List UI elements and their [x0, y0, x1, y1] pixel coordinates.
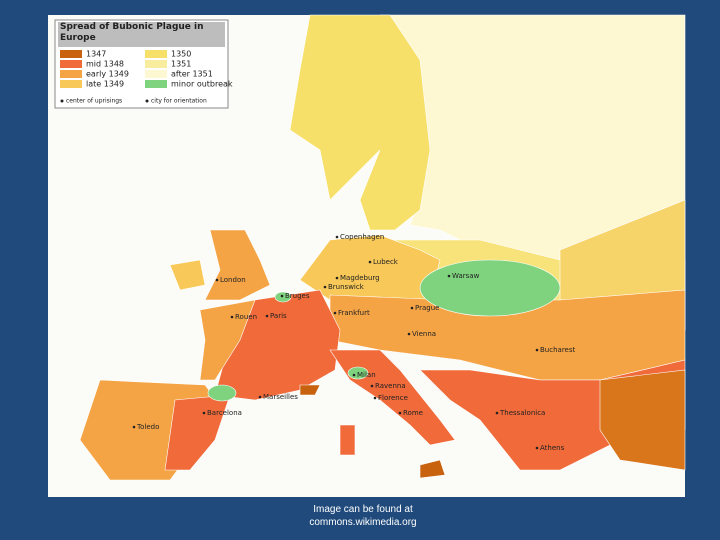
legend-label: after 1351	[171, 70, 213, 79]
anatolia	[599, 369, 686, 471]
city-label: Prague	[415, 304, 439, 312]
legend-swatch	[145, 50, 167, 58]
legend-label: 1347	[86, 50, 106, 59]
britain	[204, 229, 271, 301]
marseilles-area	[299, 384, 321, 396]
city-marker	[230, 315, 234, 319]
minor-outbreak-bruges	[274, 291, 292, 303]
city-marker	[335, 235, 339, 239]
city-marker	[398, 411, 402, 415]
city-marker	[215, 278, 219, 282]
legend: Spread of Bubonic Plague in Europe	[54, 19, 229, 109]
land	[79, 14, 686, 481]
city-label: Thessalonica	[499, 409, 545, 417]
legend-swatch	[145, 80, 167, 88]
legend-label: early 1349	[86, 70, 129, 79]
legend-swatch	[60, 60, 82, 68]
city-label: Athens	[540, 444, 565, 452]
caption: Image can be found at commons.wikimedia.…	[200, 503, 526, 529]
city-marker	[410, 306, 414, 310]
ireland	[169, 259, 206, 291]
legend-swatch	[60, 80, 82, 88]
city-marker	[535, 446, 539, 450]
legend-swatch	[145, 70, 167, 78]
legend-label: 1351	[171, 60, 191, 69]
city-label: Bucharest	[540, 346, 575, 354]
city-marker	[323, 285, 327, 289]
city-label: Ravenna	[375, 382, 406, 390]
city-label: Milan	[357, 371, 376, 379]
city-marker	[280, 294, 284, 298]
sicily	[419, 459, 446, 479]
legend-label: minor outbreak	[171, 80, 233, 89]
sardinia	[339, 424, 356, 456]
legend-swatch	[145, 60, 167, 68]
legend-label: mid 1348	[86, 60, 124, 69]
city-marker	[258, 395, 262, 399]
legend-label: 1350	[171, 50, 191, 59]
city-label: Barcelona	[207, 409, 242, 417]
city-marker	[373, 396, 377, 400]
city-label: Bruges	[285, 292, 310, 300]
city-label: Frankfurt	[338, 309, 370, 317]
city-label: Lubeck	[373, 258, 399, 266]
city-marker	[407, 332, 411, 336]
city-label: London	[220, 276, 246, 284]
legend-title: Spread of Bubonic Plague in Europe	[60, 22, 204, 43]
legend-label: late 1349	[86, 80, 124, 89]
city-label: Rouen	[235, 313, 257, 321]
city-marker	[447, 274, 451, 278]
city-marker	[352, 373, 356, 377]
city-label: Marseilles	[263, 393, 298, 401]
city-marker	[495, 411, 499, 415]
city-marker	[535, 348, 539, 352]
minor-outbreak-milan	[347, 366, 369, 380]
legend-note: center of uprisings	[66, 98, 122, 105]
legend-note-marker	[145, 99, 149, 103]
legend-swatch	[60, 70, 82, 78]
city-marker	[265, 314, 269, 318]
city-label: Magdeburg	[340, 274, 380, 282]
legend-title-bg	[58, 22, 225, 47]
city-marker	[335, 276, 339, 280]
city-label: Paris	[270, 312, 287, 320]
city-label: Florence	[378, 394, 408, 402]
legend-note-marker	[60, 99, 64, 103]
city-marker	[333, 311, 337, 315]
minor-outbreak-pyrenees	[207, 384, 237, 402]
scandinavia	[289, 14, 431, 231]
city-label: Vienna	[412, 330, 436, 338]
caption-line: Image can be found at	[313, 504, 413, 515]
city-label: Toledo	[136, 423, 159, 431]
minor-outbreak-poland	[419, 259, 561, 317]
legend-note: city for orientation	[151, 98, 207, 105]
city-label: Copenhagen	[340, 233, 384, 241]
legend-title-wrap: Spread of Bubonic Plague in Europe	[60, 22, 204, 43]
city-label: Warsaw	[452, 272, 480, 280]
city-marker	[132, 425, 136, 429]
france-west	[199, 299, 256, 381]
city-marker	[368, 260, 372, 264]
legend-swatch	[60, 50, 82, 58]
city-label: Rome	[403, 409, 423, 417]
city-marker	[370, 384, 374, 388]
city-marker	[202, 411, 206, 415]
city-label: Brunswick	[328, 283, 365, 291]
caption-line: commons.wikimedia.org	[309, 517, 417, 528]
